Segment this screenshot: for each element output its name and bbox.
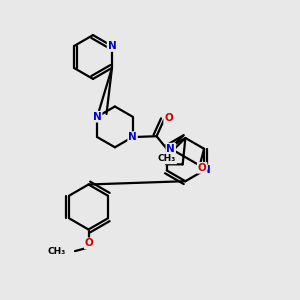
Text: N: N: [167, 144, 175, 154]
Text: O: O: [85, 238, 94, 248]
Text: N: N: [202, 165, 211, 176]
Text: N: N: [108, 41, 116, 51]
Text: CH₃: CH₃: [158, 154, 176, 164]
Text: CH₃: CH₃: [48, 247, 66, 256]
Text: O: O: [164, 113, 173, 123]
Text: O: O: [198, 163, 206, 173]
Text: N: N: [93, 112, 102, 122]
Text: N: N: [128, 132, 137, 142]
